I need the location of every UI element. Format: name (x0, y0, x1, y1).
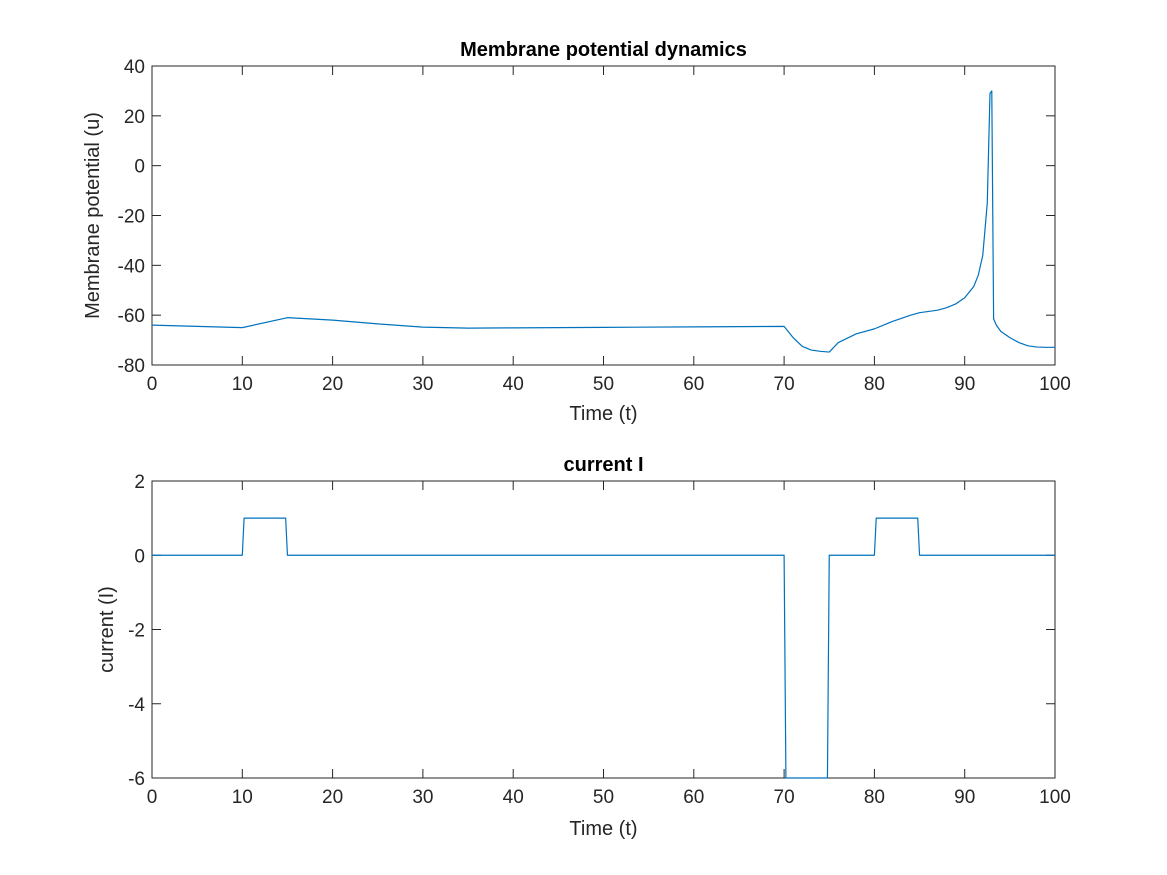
x-tick-label: 90 (954, 374, 975, 395)
y-axis-label: Membrane potential (u) (82, 112, 104, 319)
x-tick-label: 20 (322, 374, 343, 395)
x-tick-label: 30 (412, 787, 433, 808)
y-tick-label: 20 (124, 107, 145, 128)
x-tick-label: 100 (1039, 374, 1071, 395)
x-tick-label: 70 (774, 374, 795, 395)
x-tick-label: 70 (774, 787, 795, 808)
y-tick-label: -6 (128, 769, 145, 790)
x-tick-label: 0 (147, 374, 158, 395)
x-tick-label: 40 (503, 787, 524, 808)
y-tick-label: 0 (134, 546, 145, 567)
x-axis-label: Time (t) (569, 403, 637, 425)
chart-title: Membrane potential dynamics (460, 39, 747, 61)
y-tick-label: -20 (118, 207, 145, 228)
y-ticks: -80 -60 -40 -20 0 20 40 (118, 57, 1055, 377)
chart-title: current I (563, 454, 643, 476)
y-tick-label: -4 (128, 695, 145, 716)
current-line (152, 517, 1055, 779)
x-tick-label: 60 (683, 374, 704, 395)
x-tick-label: 10 (232, 787, 253, 808)
x-tick-label: 100 (1039, 787, 1071, 808)
x-ticks: 0 10 20 30 40 50 60 70 80 90 100 (147, 66, 1071, 395)
x-tick-label: 50 (593, 374, 614, 395)
x-tick-label: 50 (593, 787, 614, 808)
x-tick-label: 20 (322, 787, 343, 808)
x-tick-label: 0 (147, 787, 158, 808)
x-tick-label: 80 (864, 374, 885, 395)
y-tick-label: 40 (124, 57, 145, 78)
axes-membrane-potential: 0 10 20 30 40 50 60 70 80 90 100 -80 -60 -40 -20 0 20 40… (82, 39, 1071, 425)
y-ticks: -6 -4 -2 0 2 (128, 472, 1055, 790)
x-tick-label: 80 (864, 787, 885, 808)
x-tick-label: 40 (503, 374, 524, 395)
x-ticks: 0 10 20 30 40 50 60 70 80 90 100 (147, 481, 1071, 808)
y-tick-label: -80 (118, 356, 145, 377)
x-tick-label: 30 (412, 374, 433, 395)
membrane-potential-line (151, 90, 1055, 353)
x-tick-label: 60 (683, 787, 704, 808)
x-tick-label: 90 (954, 787, 975, 808)
y-axis-label: current (I) (96, 586, 118, 673)
y-tick-label: -40 (118, 256, 145, 277)
axes-current: 0 10 20 30 40 50 60 70 80 90 100 -6 -4 -2 0 2 current … (96, 454, 1071, 840)
y-tick-label: -2 (128, 621, 145, 642)
y-tick-label: 2 (134, 472, 145, 493)
x-tick-label: 10 (232, 374, 253, 395)
y-tick-label: 0 (134, 157, 145, 178)
y-tick-label: -60 (118, 306, 145, 327)
x-axis-label: Time (t) (569, 818, 637, 840)
